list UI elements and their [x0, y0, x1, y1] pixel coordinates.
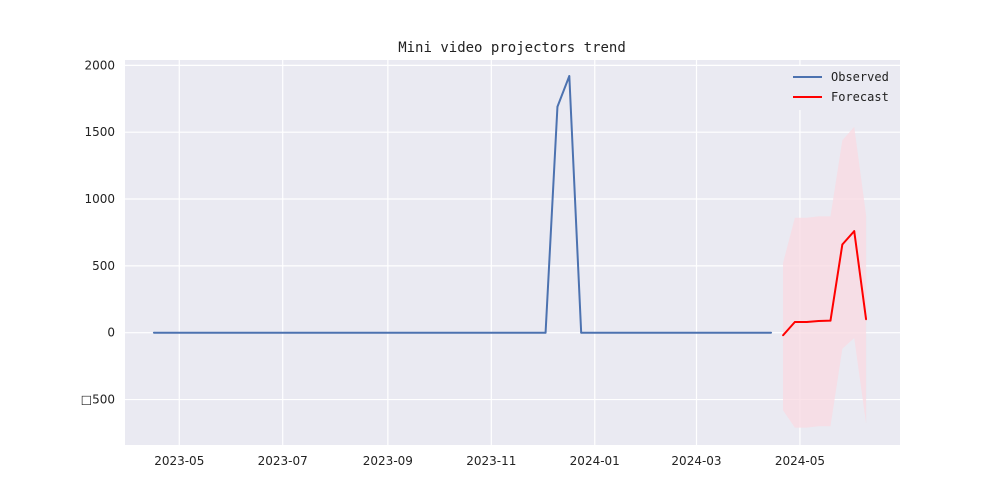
data-point-forecast: [817, 320, 820, 322]
data-point-forecast: [865, 318, 867, 321]
series-line-forecast: [782, 230, 868, 337]
data-point-observed: [556, 105, 559, 108]
data-point-observed: [544, 331, 547, 334]
x-tick-label: 2023-09: [363, 454, 413, 468]
chart-title: Mini video projectors trend: [398, 40, 626, 56]
legend-forecast-label: Forecast: [831, 90, 889, 104]
y-tick-label: 0: [107, 326, 115, 340]
data-point-observed: [770, 331, 773, 334]
legend: Observed Forecast: [786, 66, 890, 110]
data-point-forecast: [841, 243, 844, 246]
data-point-forecast: [793, 321, 796, 323]
data-point-forecast: [805, 321, 808, 323]
x-tick-label: 2024-01: [570, 454, 620, 468]
forecast-confidence-band: [782, 126, 867, 428]
series-line-observed: [153, 75, 772, 334]
data-point-observed: [568, 75, 571, 77]
confidence-band-layer: [782, 126, 867, 428]
x-tick-label: 2023-11: [466, 454, 516, 468]
x-tick-label: 2023-05: [154, 454, 204, 468]
x-tick-label: 2024-05: [775, 454, 825, 468]
x-tick-label: 2023-07: [258, 454, 308, 468]
plot-background: [125, 60, 900, 445]
y-tick-label: 2000: [84, 58, 115, 72]
data-point-observed: [580, 331, 583, 334]
series-layer: [152, 75, 868, 337]
data-point-forecast: [782, 334, 784, 337]
data-point-forecast: [829, 319, 832, 322]
y-axis-ticks: □500 0 500 1000 1500 2000: [81, 58, 115, 406]
y-tick-label: 1500: [84, 125, 115, 139]
y-tick-label: 1000: [84, 192, 115, 206]
x-axis-ticks: 2023-05 2023-07 2023-09 2023-11 2024-01 2024-…: [154, 454, 825, 468]
data-point-forecast: [853, 230, 856, 233]
y-tick-label: □500: [81, 393, 115, 407]
y-tick-label: 500: [92, 259, 115, 273]
legend-observed-label: Observed: [831, 70, 889, 84]
x-tick-label: 2024-03: [671, 454, 721, 468]
data-point-observed: [152, 331, 155, 334]
